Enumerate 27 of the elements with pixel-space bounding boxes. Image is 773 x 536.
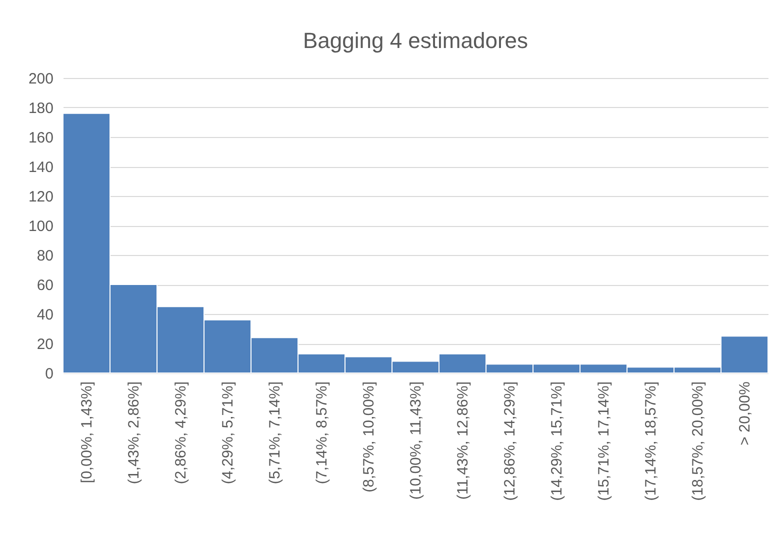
x-tick-label: [0,00%, 1,43%] <box>78 382 96 484</box>
y-tick-label: 60 <box>36 277 54 294</box>
x-tick-label: (7,14%, 8,57%] <box>314 382 330 484</box>
x-tick-label: (2,86%, 4,29%] <box>172 382 190 484</box>
y-tick-label: 200 <box>28 70 54 88</box>
x-tick-label: (1,43%, 2,86%] <box>126 382 142 484</box>
y-tick-label: 180 <box>28 100 54 117</box>
x-tick-label: (11,43%, 12,86%] <box>454 382 472 500</box>
chart-title: Bagging 4 estimadores <box>302 28 528 53</box>
x-tick-label: (15,71%, 17,14%] <box>596 382 612 501</box>
y-tick-label: 160 <box>28 130 54 146</box>
x-tick-label: (10,00%, 11,43%] <box>408 382 424 500</box>
x-tick-label: > 20,00% <box>736 382 754 446</box>
y-tick-label: 100 <box>28 218 54 235</box>
y-tick-label: 140 <box>28 159 54 176</box>
x-tick-label: (18,57%, 20,00%] <box>690 382 706 501</box>
y-tick-label: 80 <box>36 248 54 264</box>
x-tick-label: (12,86%, 14,29%] <box>502 382 518 501</box>
x-tick-label: (5,71%, 7,14%] <box>266 382 284 484</box>
x-tick-label: (4,29%, 5,71%] <box>220 382 236 484</box>
x-tick-label: (8,57%, 10,00%] <box>360 382 378 492</box>
y-tick-label: 120 <box>28 188 54 206</box>
y-tick-label: 0 <box>45 366 54 382</box>
x-tick-label: (14,29%, 15,71%] <box>548 382 566 501</box>
y-tick-label: 40 <box>36 306 54 324</box>
y-tick-label: 20 <box>36 336 54 353</box>
x-tick-label: (17,14%, 18,57%] <box>642 382 660 501</box>
